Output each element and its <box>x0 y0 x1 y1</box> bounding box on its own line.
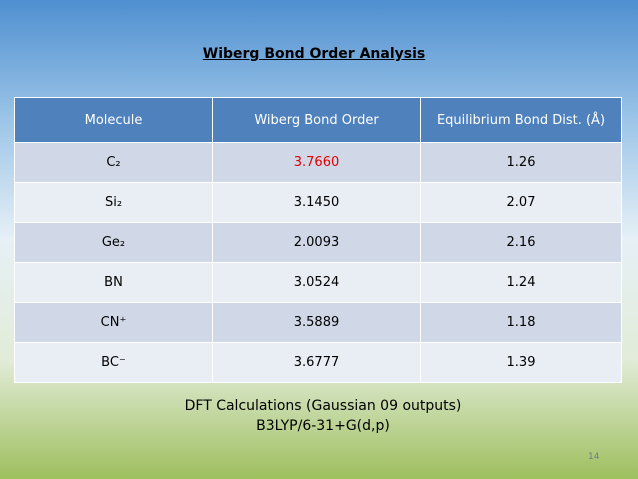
table-row: BC⁻ 3.6777 1.39 <box>14 342 622 383</box>
note: B3LYP/6-31+G(d,p) <box>256 418 390 434</box>
table-cell: 2.16 <box>420 222 622 263</box>
header-cell: Molecule <box>14 97 213 143</box>
table-row: Ge₂ 2.0093 2.16 <box>14 222 622 263</box>
table-row: C₂ 3.7660 1.26 <box>14 142 622 183</box>
data-table: Molecule Wiberg Bond Order Equilibrium Bon… <box>14 97 622 383</box>
table-row: CN⁺ 3.5889 1.18 <box>14 302 622 343</box>
table-cell: Si₂ <box>14 182 213 223</box>
header-cell: Wiberg Bond Order <box>212 97 421 143</box>
table-cell: BC⁻ <box>14 342 213 383</box>
table-cell: 1.26 <box>420 142 622 183</box>
table-cell: BN <box>14 262 213 303</box>
table-row: BN 3.0524 1.24 <box>14 262 622 303</box>
table-cell: Ge₂ <box>14 222 213 263</box>
table-cell: 1.39 <box>420 342 622 383</box>
table-cell: 3.5889 <box>212 302 421 343</box>
table-cell: 3.6777 <box>212 342 421 383</box>
table-cell: 2.0093 <box>212 222 421 263</box>
note: DFT Calculations (Gaussian 09 outputs) <box>184 398 462 414</box>
table-cell: CN⁺ <box>14 302 213 343</box>
slide-title: Wiberg Bond Order Analysis <box>202 46 426 62</box>
table-cell: 3.1450 <box>212 182 421 223</box>
header-cell: Equilibrium Bond Dist. (Å) <box>420 97 622 143</box>
table-cell: C₂ <box>14 142 213 183</box>
table-cell: 3.0524 <box>212 262 421 303</box>
table-row: Si₂ 3.1450 2.07 <box>14 182 622 223</box>
table-cell: 1.24 <box>420 262 622 303</box>
header-row: Molecule Wiberg Bond Order Equilibrium Bon… <box>14 97 622 143</box>
page-number: 14 <box>588 452 600 462</box>
table-cell: 2.07 <box>420 182 622 223</box>
table-cell: 1.18 <box>420 302 622 343</box>
table-cell: 3.7660 <box>212 142 421 183</box>
